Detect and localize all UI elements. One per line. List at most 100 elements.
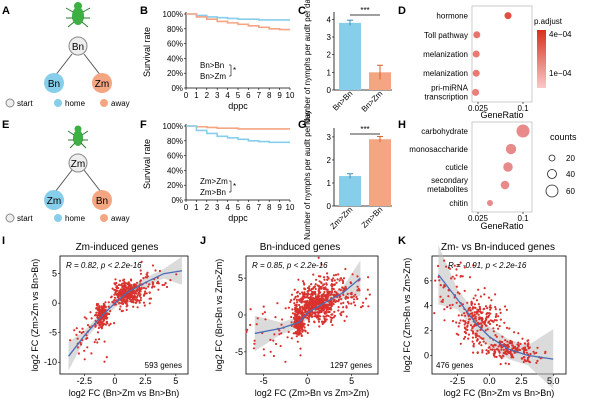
j-xlabel: log2 FC (Zm>Bn vs Zm>Zm) [255,388,370,398]
gene-point [120,310,123,313]
gene-point [468,318,471,321]
gene-point [142,301,146,304]
gene-point [276,302,279,305]
gene-point [464,335,467,339]
gene-point [300,301,303,304]
gene-point [318,285,321,288]
gene-point [255,323,258,326]
gene-point [96,331,100,334]
d-dots: hormone Toll pathway melanization melanizat… [423,12,512,101]
gene-point [143,292,146,295]
gene-point [522,347,525,350]
term-label: pri-miRNA [431,83,469,92]
f-series [186,125,290,144]
gene-point [123,278,126,281]
gene-point [314,287,317,291]
xtick-label: 0 [184,91,189,100]
xtick-label: 7 [257,203,262,212]
gene-point [309,307,312,310]
gene-point [153,285,156,288]
ytick-label: 0 [327,86,332,95]
gene-point [495,319,498,322]
gene-point [308,299,311,302]
gene-point [335,293,338,296]
gene-point [314,312,317,315]
gene-point [294,306,297,309]
insect-icon [65,2,91,28]
gene-point [469,309,472,312]
gene-point [252,347,256,350]
gene-point [75,333,78,336]
gene-point [135,289,138,292]
gene-point [526,339,529,342]
gene-point [101,322,104,325]
gene-point [455,268,458,271]
gene-point [356,289,359,292]
gene-point [326,297,329,300]
gene-point [151,283,155,286]
gene-point [169,279,172,282]
xtick-label: 6 [246,203,251,212]
gene-point [527,346,530,350]
gene-point [350,296,354,299]
gene-point [450,277,453,280]
xtick-label: 4 [225,203,230,212]
gene-point [139,272,143,275]
gene-point [483,320,486,323]
gene-point [111,300,114,303]
panel-letter-f: F [140,119,147,131]
gene-point [145,292,148,295]
gene-point [443,308,446,311]
gene-point [482,308,485,311]
panel-i: I Zm-induced genes R = 0.82, p < 2.2e-16… [2,235,189,398]
gene-point [96,314,99,317]
gene-point [473,325,476,328]
g-yticks: 0 1 2 3 [327,133,334,211]
gene-point [484,305,488,308]
ytick-label: 100% [163,10,183,19]
gene-point [311,305,314,308]
gene-point [321,320,324,323]
gene-point [332,302,335,305]
gene-point [466,301,469,304]
gene-point [451,320,455,323]
j-title: Bn-induced genes [260,242,341,253]
gene-point [479,295,482,298]
survival-line [186,13,290,31]
panel-g: G Number of nymphs per audlt per day 0 1 2… [298,110,392,240]
gene-point [492,320,495,323]
gene-point [517,332,520,335]
gene-point [322,308,325,311]
gene-point [492,330,495,333]
gene-point [301,297,305,301]
j-yticks: 5 0 -5 [235,273,246,357]
gene-point [362,301,365,304]
gene-point [495,348,499,351]
h-legend-title: counts [550,132,577,142]
gene-point [331,313,334,316]
i-stat: R = 0.82, p < 2.2e-16 [66,261,142,270]
gene-point [494,315,497,318]
start-node [68,153,88,173]
gene-point [135,292,138,295]
ytick-label: 80% [167,25,183,34]
gene-point [95,311,98,314]
gene-point [97,306,101,309]
gene-point [330,284,333,287]
gene-point [342,293,345,296]
gene-point [434,279,437,282]
gene-point [464,321,467,324]
gene-point [117,294,120,297]
gene-point [139,296,142,299]
k-yticks: 6 4 2 0 [424,276,432,360]
gene-point [118,308,121,311]
gene-point [485,349,488,352]
gene-point [476,338,479,341]
gene-point [145,276,148,279]
gene-point [320,296,323,299]
gene-point [304,303,307,306]
gene-point [293,302,296,305]
gene-point [504,339,507,342]
gene-point [317,320,321,323]
